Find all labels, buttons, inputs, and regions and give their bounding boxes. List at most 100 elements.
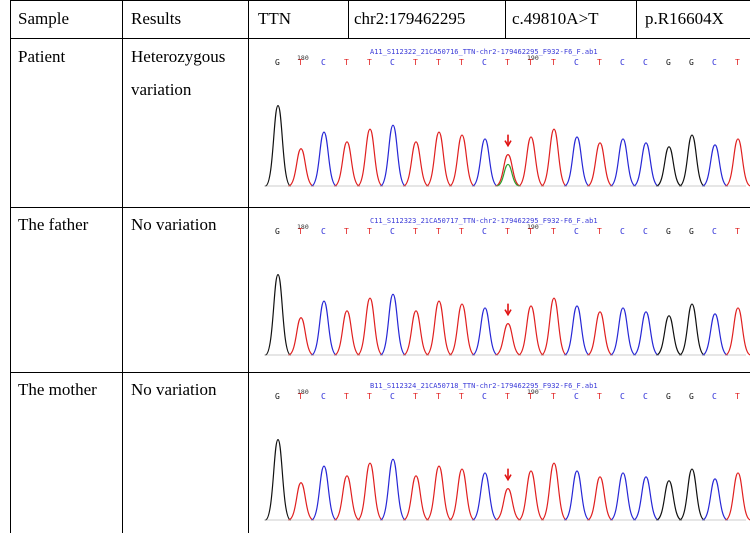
trace-peak [540, 462, 568, 521]
trace-peak [587, 476, 613, 521]
trace-peak [656, 480, 682, 521]
row-mother-result: No variation [131, 380, 217, 399]
row-father-result: No variation [131, 215, 217, 234]
row-mother-sample: The mother [18, 380, 97, 399]
trace-peak [472, 138, 498, 187]
chromatogram-mother: B11_S112324_21CA50718_TTN-chr2-179462295… [260, 378, 750, 528]
base-call: T [413, 227, 418, 236]
table-left-border [10, 0, 11, 533]
trace-peak [379, 124, 407, 187]
base-call: T [505, 392, 510, 401]
base-call: C [574, 227, 579, 236]
table-top-border [10, 0, 750, 1]
trace-peak [334, 310, 360, 356]
base-call: C [321, 227, 326, 236]
base-call: T [298, 392, 303, 401]
trace-peak [656, 146, 682, 187]
header-gene: TTN [258, 9, 292, 28]
base-call: C [712, 58, 717, 67]
base-call: C [321, 392, 326, 401]
base-call: T [597, 227, 602, 236]
variant-arrow-icon [504, 468, 512, 482]
header-sample: Sample [18, 9, 69, 28]
trace-peak [495, 154, 521, 187]
position-label: 190 [527, 54, 539, 62]
trace-peak [379, 293, 407, 356]
trace-peak [356, 462, 384, 521]
trace-peak [310, 131, 338, 187]
base-call: G [666, 392, 671, 401]
trace-peak [610, 307, 636, 356]
trace-peak [563, 136, 591, 187]
trace-peak [472, 307, 498, 356]
base-call: C [620, 227, 625, 236]
base-call: G [275, 392, 280, 401]
base-call: G [689, 392, 694, 401]
base-call: T [459, 227, 464, 236]
row2-bottom-border [10, 372, 750, 373]
base-call: T [413, 58, 418, 67]
trace-peak [356, 128, 384, 187]
trace-peak [725, 472, 750, 521]
base-call: C [574, 392, 579, 401]
base-call: T [505, 227, 510, 236]
base-call: T [298, 58, 303, 67]
trace-peak [403, 310, 429, 356]
trace-peak [633, 476, 659, 521]
base-call: T [551, 392, 556, 401]
variant-arrow-icon [504, 303, 512, 317]
trace-peak [334, 475, 360, 521]
header-locus: chr2:179462295 [354, 9, 466, 28]
trace-peak [702, 478, 728, 521]
trace-peak [678, 303, 706, 356]
trace-peak [310, 465, 338, 521]
base-call: T [735, 58, 740, 67]
header-results: Results [131, 9, 182, 28]
header-cdna-divider [505, 0, 506, 38]
het-secondary-peak [496, 163, 520, 187]
base-call: C [574, 58, 579, 67]
chromatogram-father: C11_S112323_21CA50717_TTN-chr2-179462295… [260, 213, 750, 363]
trace-peak [725, 307, 750, 356]
trace-peak [495, 323, 521, 356]
chromatogram-svg: B11_S112324_21CA50718_TTN-chr2-179462295… [264, 382, 750, 521]
base-call: T [528, 58, 533, 67]
base-call: C [620, 392, 625, 401]
result-line-2: variation [131, 80, 192, 99]
base-call: C [390, 227, 395, 236]
chromatogram-svg: C11_S112323_21CA50717_TTN-chr2-179462295… [264, 217, 750, 356]
base-call: G [666, 227, 671, 236]
trace-peak [702, 313, 728, 356]
chromatogram-filename: A11_S112322_21CA50716_TTN-chr2-179462295… [370, 48, 598, 56]
base-call: C [643, 227, 648, 236]
trace-peak [403, 141, 429, 187]
base-call: G [689, 58, 694, 67]
row-patient-sample: Patient [18, 47, 66, 66]
trace-peak [403, 475, 429, 521]
position-label: 180 [297, 223, 309, 231]
header-protein: p.R16604X [645, 9, 724, 28]
base-call: T [436, 392, 441, 401]
trace-peak [517, 470, 545, 521]
trace-peak [472, 472, 498, 521]
base-call: C [390, 392, 395, 401]
variant-arrow-icon [504, 134, 512, 148]
base-call: T [344, 58, 349, 67]
trace-peak [288, 317, 314, 356]
base-call: T [436, 58, 441, 67]
trace-peak [587, 311, 613, 356]
trace-peak [563, 470, 591, 521]
base-call: T [298, 227, 303, 236]
base-call: T [344, 227, 349, 236]
header-cdna: c.49810A>T [512, 9, 599, 28]
base-call: C [321, 58, 326, 67]
base-call: G [666, 58, 671, 67]
trace-peak [264, 439, 292, 521]
trace-peak [334, 141, 360, 187]
base-call: G [689, 227, 694, 236]
base-call: C [482, 227, 487, 236]
position-label: 190 [527, 223, 539, 231]
base-call: C [482, 58, 487, 67]
trace-peak [725, 138, 750, 187]
trace-peak [633, 311, 659, 356]
